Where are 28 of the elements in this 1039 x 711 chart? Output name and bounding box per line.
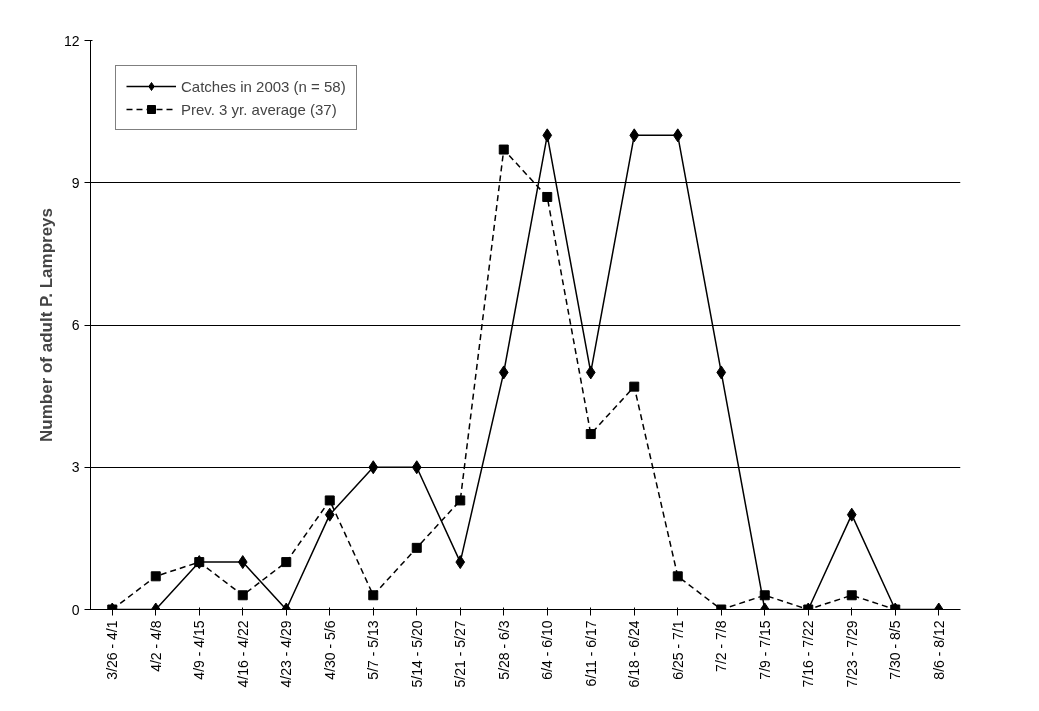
x-tick-label: 7/16 - 7/22: [800, 620, 817, 688]
y-axis-title: Number of adult P. Lampreys: [36, 208, 56, 442]
legend-label: Prev. 3 yr. average (37): [181, 100, 337, 118]
x-tick-label: 4/2 - 4/8: [147, 620, 164, 672]
x-tick-label: 4/23 - 4/29: [278, 620, 295, 688]
x-tick-label: 4/16 - 4/22: [234, 620, 251, 688]
x-tick-label: 6/18 - 6/24: [626, 620, 643, 688]
x-tick-label: 6/11 - 6/17: [582, 620, 599, 687]
x-tick-label: 4/9 - 4/15: [191, 620, 208, 680]
x-tick-label: 3/26 - 4/1: [104, 620, 121, 680]
x-tick-label: 7/2 - 7/8: [713, 620, 730, 672]
x-tick-label: 4/30 - 5/6: [321, 620, 338, 680]
x-tick-label: 5/28 - 6/3: [495, 620, 512, 680]
y-tick-label: 3: [71, 459, 80, 476]
y-tick-label: 12: [63, 32, 80, 49]
x-tick-label: 5/21 - 5/27: [452, 620, 469, 688]
x-tick-label: 7/9 - 7/15: [756, 620, 773, 680]
x-tick-label: 6/25 - 7/1: [669, 620, 686, 680]
y-tick-label: 0: [71, 601, 80, 618]
x-tick-label: 8/6 - 8/12: [930, 620, 947, 680]
x-tick-label: 7/30 - 8/5: [887, 620, 904, 680]
x-tick-label: 7/23 - 7/29: [843, 620, 860, 688]
y-tick-label: 6: [71, 317, 80, 333]
y-tick-label: 9: [71, 174, 80, 191]
x-tick-label: 5/7 - 5/13: [365, 620, 382, 680]
x-tick-label: 5/14 - 5/20: [408, 620, 425, 688]
x-tick-label: 6/4 - 6/10: [539, 620, 556, 680]
legend-label: Catches in 2003 (n = 58): [181, 77, 346, 95]
